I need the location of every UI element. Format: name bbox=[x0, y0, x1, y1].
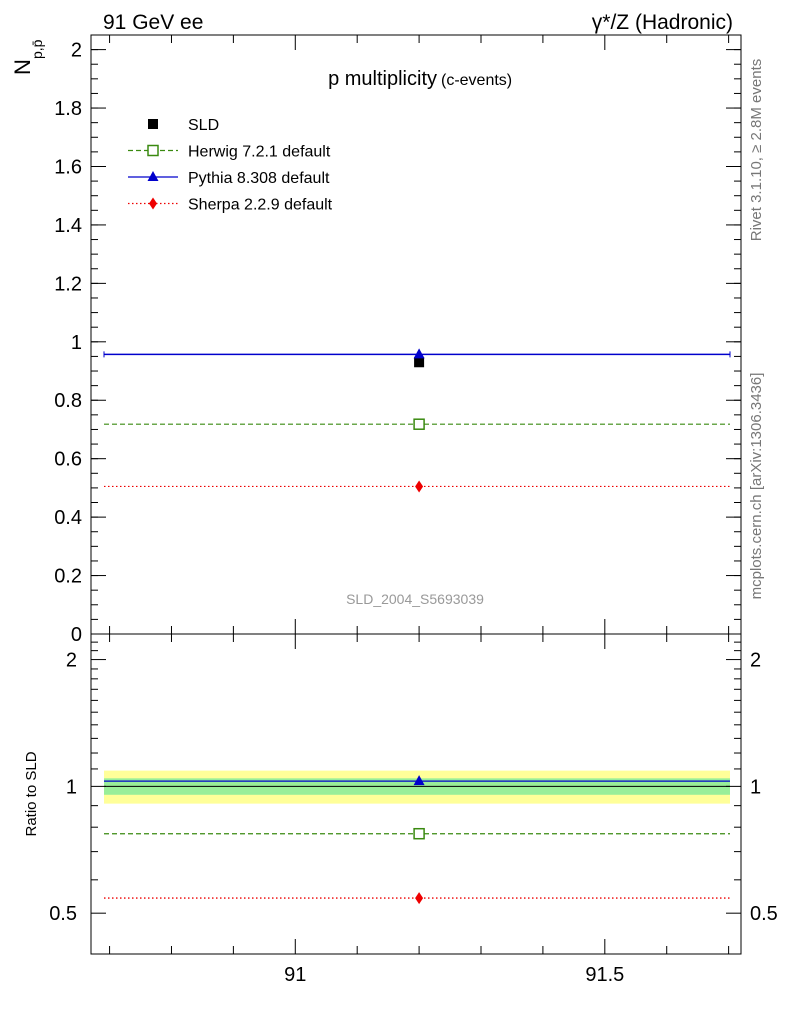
data-point bbox=[413, 418, 425, 430]
main-y-tick-label: 0.8 bbox=[54, 390, 82, 412]
main-y-tick-label: 0.2 bbox=[54, 566, 82, 588]
legend: SLD Herwig 7.2.1 default Pythia 8.308 defa… bbox=[128, 117, 333, 214]
legend-marker bbox=[149, 197, 157, 210]
x-tick-label: 91.5 bbox=[585, 964, 624, 986]
ratio-panel: 0.5 0.5 1 1 2 2 91 91.5 Ratio to SLD bbox=[23, 633, 778, 986]
main-y-tick-label: 1.4 bbox=[54, 215, 82, 237]
data-point bbox=[413, 348, 425, 359]
header-left: 91 GeV ee bbox=[103, 11, 203, 34]
main-y-tick-label: 0.4 bbox=[54, 507, 82, 529]
analysis-watermark: SLD_2004_S5693039 bbox=[346, 591, 484, 607]
main-y-tick-label: 1.8 bbox=[54, 98, 82, 120]
main-series bbox=[103, 348, 731, 493]
legend-marker bbox=[147, 171, 159, 181]
ratio-x-ticks: 91 91.5 bbox=[109, 634, 730, 986]
main-y-ticks: 0 0.2 0.4 0.6 0.8 1 1.2 1.4 1.6 1.8 2 bbox=[54, 40, 741, 646]
legend-marker bbox=[147, 144, 159, 157]
ratio-y-tick-label: 2 bbox=[66, 650, 77, 672]
main-y-tick-label: 1 bbox=[71, 332, 82, 354]
data-point bbox=[414, 357, 425, 368]
main-y-tick-label: 1.6 bbox=[54, 156, 82, 178]
ratio-series bbox=[104, 775, 730, 905]
plot-title: p multiplicity bbox=[328, 68, 437, 90]
main-panel: 0 0.2 0.4 0.6 0.8 1 1.2 1.4 1.6 1.8 2 p multiplici… bbox=[10, 34, 742, 646]
y-axis-label: N bbox=[10, 59, 35, 75]
ratio-data-point bbox=[415, 892, 424, 905]
rivet-label: Rivet 3.1.10, ≥ 2.8M events bbox=[748, 59, 765, 242]
ratio-y-tick-label: 0.5 bbox=[49, 903, 77, 925]
legend-marker bbox=[148, 119, 158, 129]
y-axis-label-sub: p,p̄ bbox=[29, 39, 45, 59]
ratio-y-ticks: 0.5 0.5 1 1 2 2 bbox=[49, 641, 778, 955]
main-y-tick-label: 1.2 bbox=[54, 273, 82, 295]
ratio-data-point bbox=[413, 827, 425, 840]
ratio-bands bbox=[104, 770, 730, 804]
ratio-y-axis-label: Ratio to SLD bbox=[23, 751, 40, 836]
legend-label: SLD bbox=[188, 117, 219, 134]
ratio-y-tick-label-right: 0.5 bbox=[750, 903, 778, 925]
main-y-tick-label: 0.6 bbox=[54, 449, 82, 471]
main-y-axis-label: N p,p̄ bbox=[10, 39, 45, 75]
legend-label: Sherpa 2.2.9 default bbox=[188, 197, 333, 214]
main-y-tick-label: 2 bbox=[71, 40, 82, 62]
main-x-ticks bbox=[109, 35, 730, 634]
ratio-data-point bbox=[413, 775, 425, 786]
legend-label: Pythia 8.308 default bbox=[188, 170, 330, 187]
main-y-tick-label: 0 bbox=[71, 624, 82, 646]
ratio-y-tick-label: 1 bbox=[66, 776, 77, 798]
ratio-y-tick-label-right: 1 bbox=[750, 776, 761, 798]
mcplots-label: mcplots.cern.ch [arXiv:1306.3436] bbox=[748, 373, 765, 600]
ratio-y-tick-label-right: 2 bbox=[750, 650, 761, 672]
plot-subtitle: (c-events) bbox=[441, 72, 512, 89]
data-point bbox=[415, 480, 424, 493]
legend-label: Herwig 7.2.1 default bbox=[188, 144, 331, 161]
x-tick-label: 91 bbox=[284, 964, 306, 986]
ratio-frame bbox=[90, 633, 742, 955]
header-right: γ*/Z (Hadronic) bbox=[592, 11, 733, 34]
